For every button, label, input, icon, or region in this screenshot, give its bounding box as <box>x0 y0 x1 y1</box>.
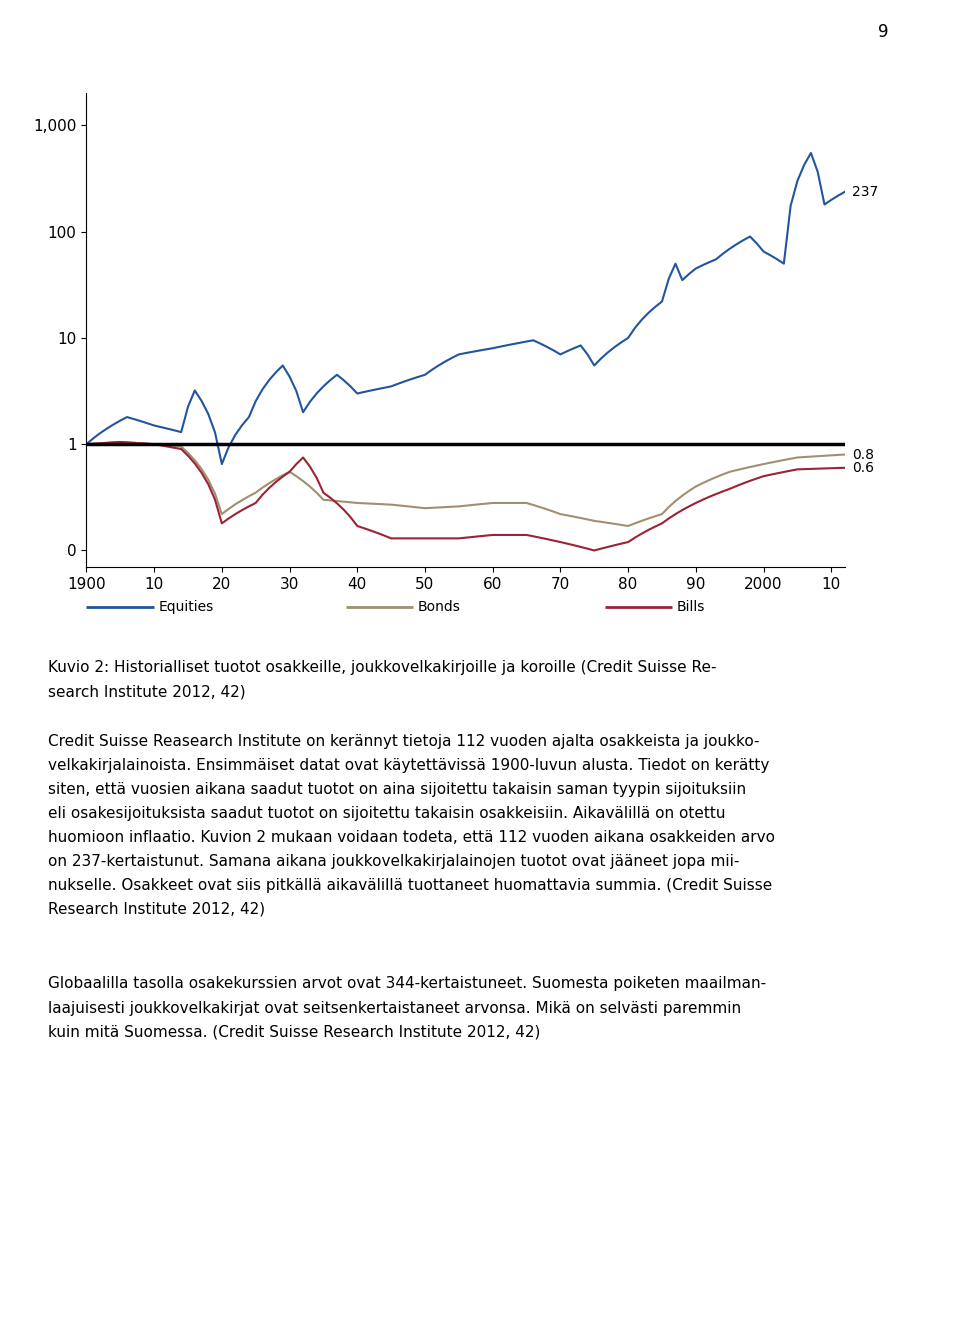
Text: Bonds: Bonds <box>418 600 461 614</box>
Text: 237: 237 <box>852 185 878 199</box>
Text: 9: 9 <box>878 23 888 40</box>
Text: Kuvio 2: Historialliset tuotot osakkeille, joukkovelkakirjoille ja koroille (Cre: Kuvio 2: Historialliset tuotot osakkeill… <box>48 660 716 675</box>
Text: nukselle. Osakkeet ovat siis pitkällä aikavälillä tuottaneet huomattavia summia.: nukselle. Osakkeet ovat siis pitkällä ai… <box>48 878 772 892</box>
Text: Credit Suisse Reasearch Institute on kerännyt tietoja 112 vuoden ajalta osakkeis: Credit Suisse Reasearch Institute on ker… <box>48 734 759 748</box>
Text: Bills: Bills <box>677 600 706 614</box>
Text: search Institute 2012, 42): search Institute 2012, 42) <box>48 684 246 699</box>
Text: kuin mitä Suomessa. (Credit Suisse Research Institute 2012, 42): kuin mitä Suomessa. (Credit Suisse Resea… <box>48 1025 540 1039</box>
Text: 0.6: 0.6 <box>852 460 874 475</box>
Text: siten, että vuosien aikana saadut tuotot on aina sijoitettu takaisin saman tyypi: siten, että vuosien aikana saadut tuotot… <box>48 782 746 796</box>
Text: on 237-kertaistunut. Samana aikana joukkovelkakirjalainojen tuotot ovat jääneet : on 237-kertaistunut. Samana aikana joukk… <box>48 854 739 868</box>
Text: Equities: Equities <box>158 600 214 614</box>
Text: eli osakesijoituksista saadut tuotot on sijoitettu takaisin osakkeisiin. Aikaväl: eli osakesijoituksista saadut tuotot on … <box>48 806 726 820</box>
Text: Research Institute 2012, 42): Research Institute 2012, 42) <box>48 902 265 916</box>
Text: velkakirjalainoista. Ensimmäiset datat ovat käytettävissä 1900-luvun alusta. Tie: velkakirjalainoista. Ensimmäiset datat o… <box>48 758 769 772</box>
Text: Globaalilla tasolla osakekurssien arvot ovat 344-kertaistuneet. Suomesta poikete: Globaalilla tasolla osakekurssien arvot … <box>48 976 766 991</box>
Text: 0.8: 0.8 <box>852 447 874 462</box>
Text: huomioon inflaatio. Kuvion 2 mukaan voidaan todeta, että 112 vuoden aikana osakk: huomioon inflaatio. Kuvion 2 mukaan void… <box>48 830 775 844</box>
Text: laajuisesti joukkovelkakirjat ovat seitsenkertaistaneet arvonsa. Mikä on selväst: laajuisesti joukkovelkakirjat ovat seits… <box>48 1000 741 1015</box>
